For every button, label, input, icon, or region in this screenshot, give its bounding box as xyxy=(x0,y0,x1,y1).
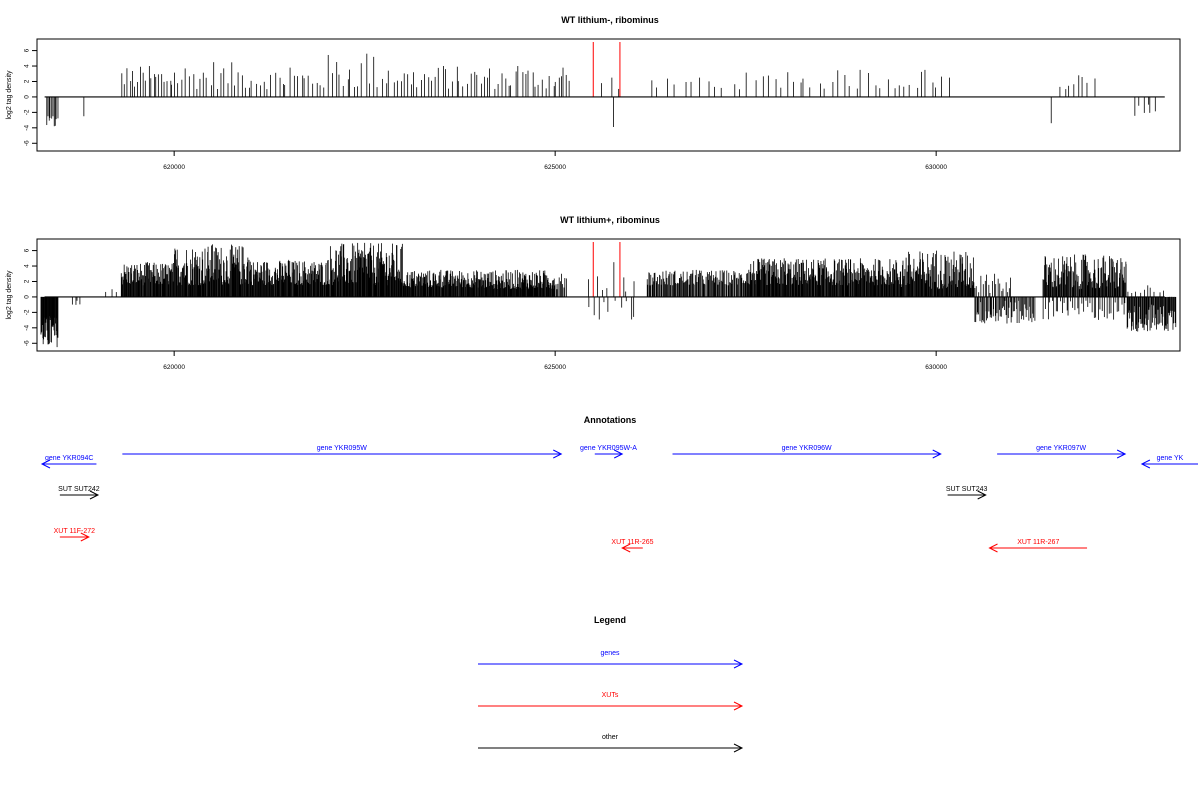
legend-item-gene: genes xyxy=(478,650,744,669)
legend-label: other xyxy=(602,734,619,741)
legend-items: genes XUTs other xyxy=(478,650,744,753)
feature-xut: XUT 11R-267 xyxy=(988,539,1088,553)
legend-item-xut: XUTs xyxy=(478,692,744,711)
y-tick-label: 4 xyxy=(24,264,31,268)
y-tick-label: 6 xyxy=(24,48,31,52)
feature-label: SUT SUT242 xyxy=(58,486,100,493)
y-tick-label: -6 xyxy=(24,140,31,146)
feature-label: gene YKR097W xyxy=(1036,445,1086,452)
y-tick-label: 2 xyxy=(24,79,31,83)
legend-item-other: other xyxy=(478,734,744,753)
y-tick-label: 0 xyxy=(24,295,31,299)
feature-label: gene YKR094C xyxy=(45,455,94,462)
feature-arrow xyxy=(947,490,987,500)
y-tick-label: -2 xyxy=(24,309,31,315)
feature-xut: XUT 11F-272 xyxy=(54,528,95,542)
position-markers xyxy=(592,42,621,97)
y-tick-label: 2 xyxy=(24,279,31,283)
feature-label: XUT 11R-265 xyxy=(611,539,653,546)
feature-gene: gene YKR097W xyxy=(997,445,1127,459)
feature-other: SUT SUT242 xyxy=(58,486,100,500)
annotations-title: Annotations xyxy=(584,415,637,425)
feature-list: gene YKR094C gene YKR095W gene YKR095W-A ge… xyxy=(40,445,1198,553)
track-panel-lithium-minus: WT lithium-, ribominus log2 tag density … xyxy=(6,15,1181,171)
density-bars xyxy=(46,53,1156,128)
feature-label: XUT 11R-267 xyxy=(1017,539,1059,546)
x-tick-label: 620000 xyxy=(163,164,185,171)
feature-arrow xyxy=(40,459,97,469)
feature-gene: gene YKR095W-A xyxy=(580,445,637,459)
feature-other: SUT SUT243 xyxy=(946,486,988,500)
y-axis-label: log2 tag density xyxy=(6,70,13,120)
x-tick-label: 630000 xyxy=(925,364,947,371)
x-tick-label: 630000 xyxy=(925,164,947,171)
feature-gene: gene YKR094C xyxy=(40,455,97,469)
feature-label: SUT SUT243 xyxy=(946,486,988,493)
feature-arrow xyxy=(122,449,563,459)
y-tick-label: 4 xyxy=(24,64,31,68)
feature-arrow xyxy=(672,449,942,459)
feature-arrow xyxy=(997,449,1127,459)
track-title: WT lithium+, ribominus xyxy=(560,215,660,225)
y-tick-label: -2 xyxy=(24,109,31,115)
y-tick-label: -4 xyxy=(24,325,31,331)
feature-xut: XUT 11R-265 xyxy=(611,539,654,553)
feature-label: XUT 11F-272 xyxy=(54,528,95,535)
feature-arrow xyxy=(1140,459,1198,469)
track-panel-lithium-plus: WT lithium+, ribominus log2 tag density … xyxy=(6,215,1181,371)
track-title: WT lithium-, ribominus xyxy=(561,15,659,25)
position-markers xyxy=(592,242,621,297)
feature-arrow xyxy=(59,490,100,500)
feature-label: gene YKR096W xyxy=(782,445,832,452)
y-axis: -6 -4 -2 0 2 4 6 xyxy=(24,248,38,346)
y-axis-label: log2 tag density xyxy=(6,270,13,320)
legend-arrow xyxy=(478,701,744,711)
legend-label: XUTs xyxy=(602,692,619,699)
x-tick-label: 620000 xyxy=(163,364,185,371)
x-axis: 620000 625000 630000 xyxy=(163,350,947,371)
legend-label: genes xyxy=(600,650,620,657)
feature-gene: gene YKR095W xyxy=(122,445,563,459)
feature-arrow xyxy=(59,532,90,542)
legend-arrow xyxy=(478,743,744,753)
x-tick-label: 625000 xyxy=(544,164,566,171)
x-tick-label: 625000 xyxy=(544,364,566,371)
feature-arrow xyxy=(594,449,624,459)
y-tick-label: 6 xyxy=(24,248,31,252)
legend-title: Legend xyxy=(594,615,626,625)
feature-gene: gene YK xyxy=(1140,455,1198,469)
y-tick-label: -4 xyxy=(24,125,31,131)
y-tick-label: 0 xyxy=(24,95,31,99)
feature-label: gene YKR095W-A xyxy=(580,445,637,452)
feature-arrow xyxy=(621,543,643,553)
feature-label: gene YKR095W xyxy=(317,445,367,452)
feature-arrow xyxy=(988,543,1088,553)
plot-frame xyxy=(36,38,1181,152)
legend-arrow xyxy=(478,659,744,669)
y-axis: -6 -4 -2 0 2 4 6 xyxy=(24,48,38,146)
y-tick-label: -6 xyxy=(24,340,31,346)
density-bars xyxy=(40,242,1177,348)
feature-gene: gene YKR096W xyxy=(672,445,942,459)
x-axis: 620000 625000 630000 xyxy=(163,150,947,171)
feature-label: gene YK xyxy=(1157,455,1184,462)
legend-panel: Legend genes XUTs other xyxy=(478,615,744,753)
